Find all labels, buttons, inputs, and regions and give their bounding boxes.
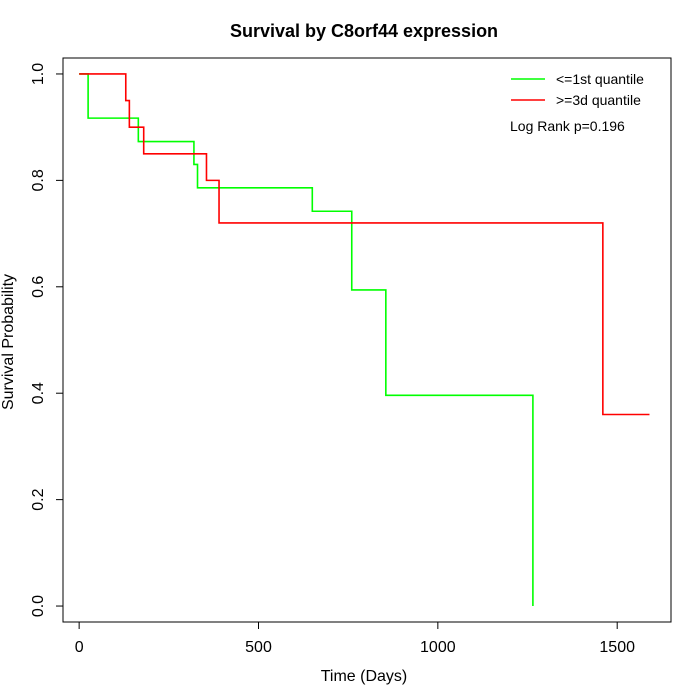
legend-label-low: <=1st quantile (556, 71, 644, 87)
x-tick-label: 1000 (420, 639, 456, 656)
plot-frame (62, 57, 672, 623)
x-axis: 0 500 1000 1500 (75, 621, 635, 656)
y-tick-label: 1.0 (30, 63, 47, 85)
x-axis-label: Time (Days) (321, 668, 408, 685)
y-tick-label: 0.8 (30, 169, 47, 191)
y-tick-label: 0.6 (30, 276, 47, 298)
legend-label-high: >=3d quantile (556, 92, 641, 108)
log-rank-annotation: Log Rank p=0.196 (510, 118, 625, 134)
survival-curve-low (79, 73, 534, 607)
x-tick-label: 0 (75, 639, 84, 656)
y-axis: 0.0 0.2 0.4 0.6 0.8 1.0 (30, 63, 64, 617)
chart-title: Survival by C8orf44 expression (230, 21, 498, 41)
x-tick-label: 1500 (599, 639, 635, 656)
series-layer (79, 73, 650, 607)
y-tick-label: 0.2 (30, 488, 47, 510)
y-axis-label: Survival Probability (0, 274, 17, 410)
y-tick-label: 0.0 (30, 595, 47, 617)
x-tick-label: 500 (245, 639, 272, 656)
y-tick-label: 0.4 (30, 382, 47, 404)
legend: <=1st quantile >=3d quantile Log Rank p=… (510, 71, 644, 134)
survival-curve-high (79, 73, 650, 416)
